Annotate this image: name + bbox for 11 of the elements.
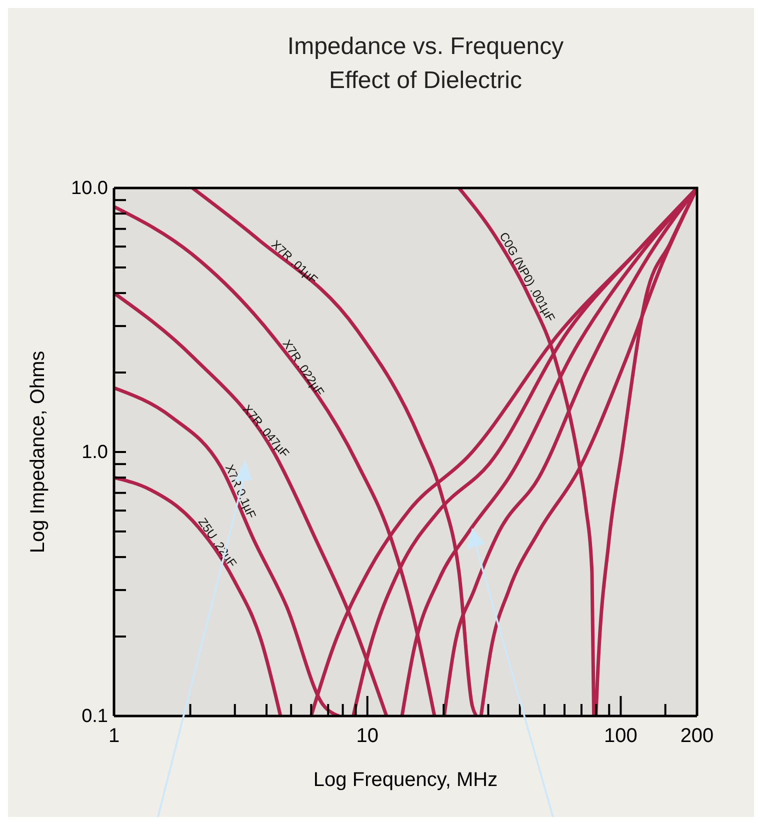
chart-subtitle: Effect of Dielectric [329, 67, 522, 94]
x-tick-label: 10 [356, 725, 378, 747]
x-tick-label: 200 [680, 725, 714, 747]
x-tick-label: 1 [108, 725, 120, 747]
x-tick-label: 100 [604, 725, 638, 747]
y-tick-label: 1.0 [82, 442, 108, 464]
x-axis-title: Log Frequency, MHz [313, 769, 498, 791]
y-tick-label: 10.0 [71, 178, 108, 200]
chart-title: Impedance vs. Frequency [287, 33, 564, 60]
y-axis-title: Log Impedance, Ohms [27, 350, 49, 554]
y-tick-label: 0.1 [82, 706, 108, 728]
